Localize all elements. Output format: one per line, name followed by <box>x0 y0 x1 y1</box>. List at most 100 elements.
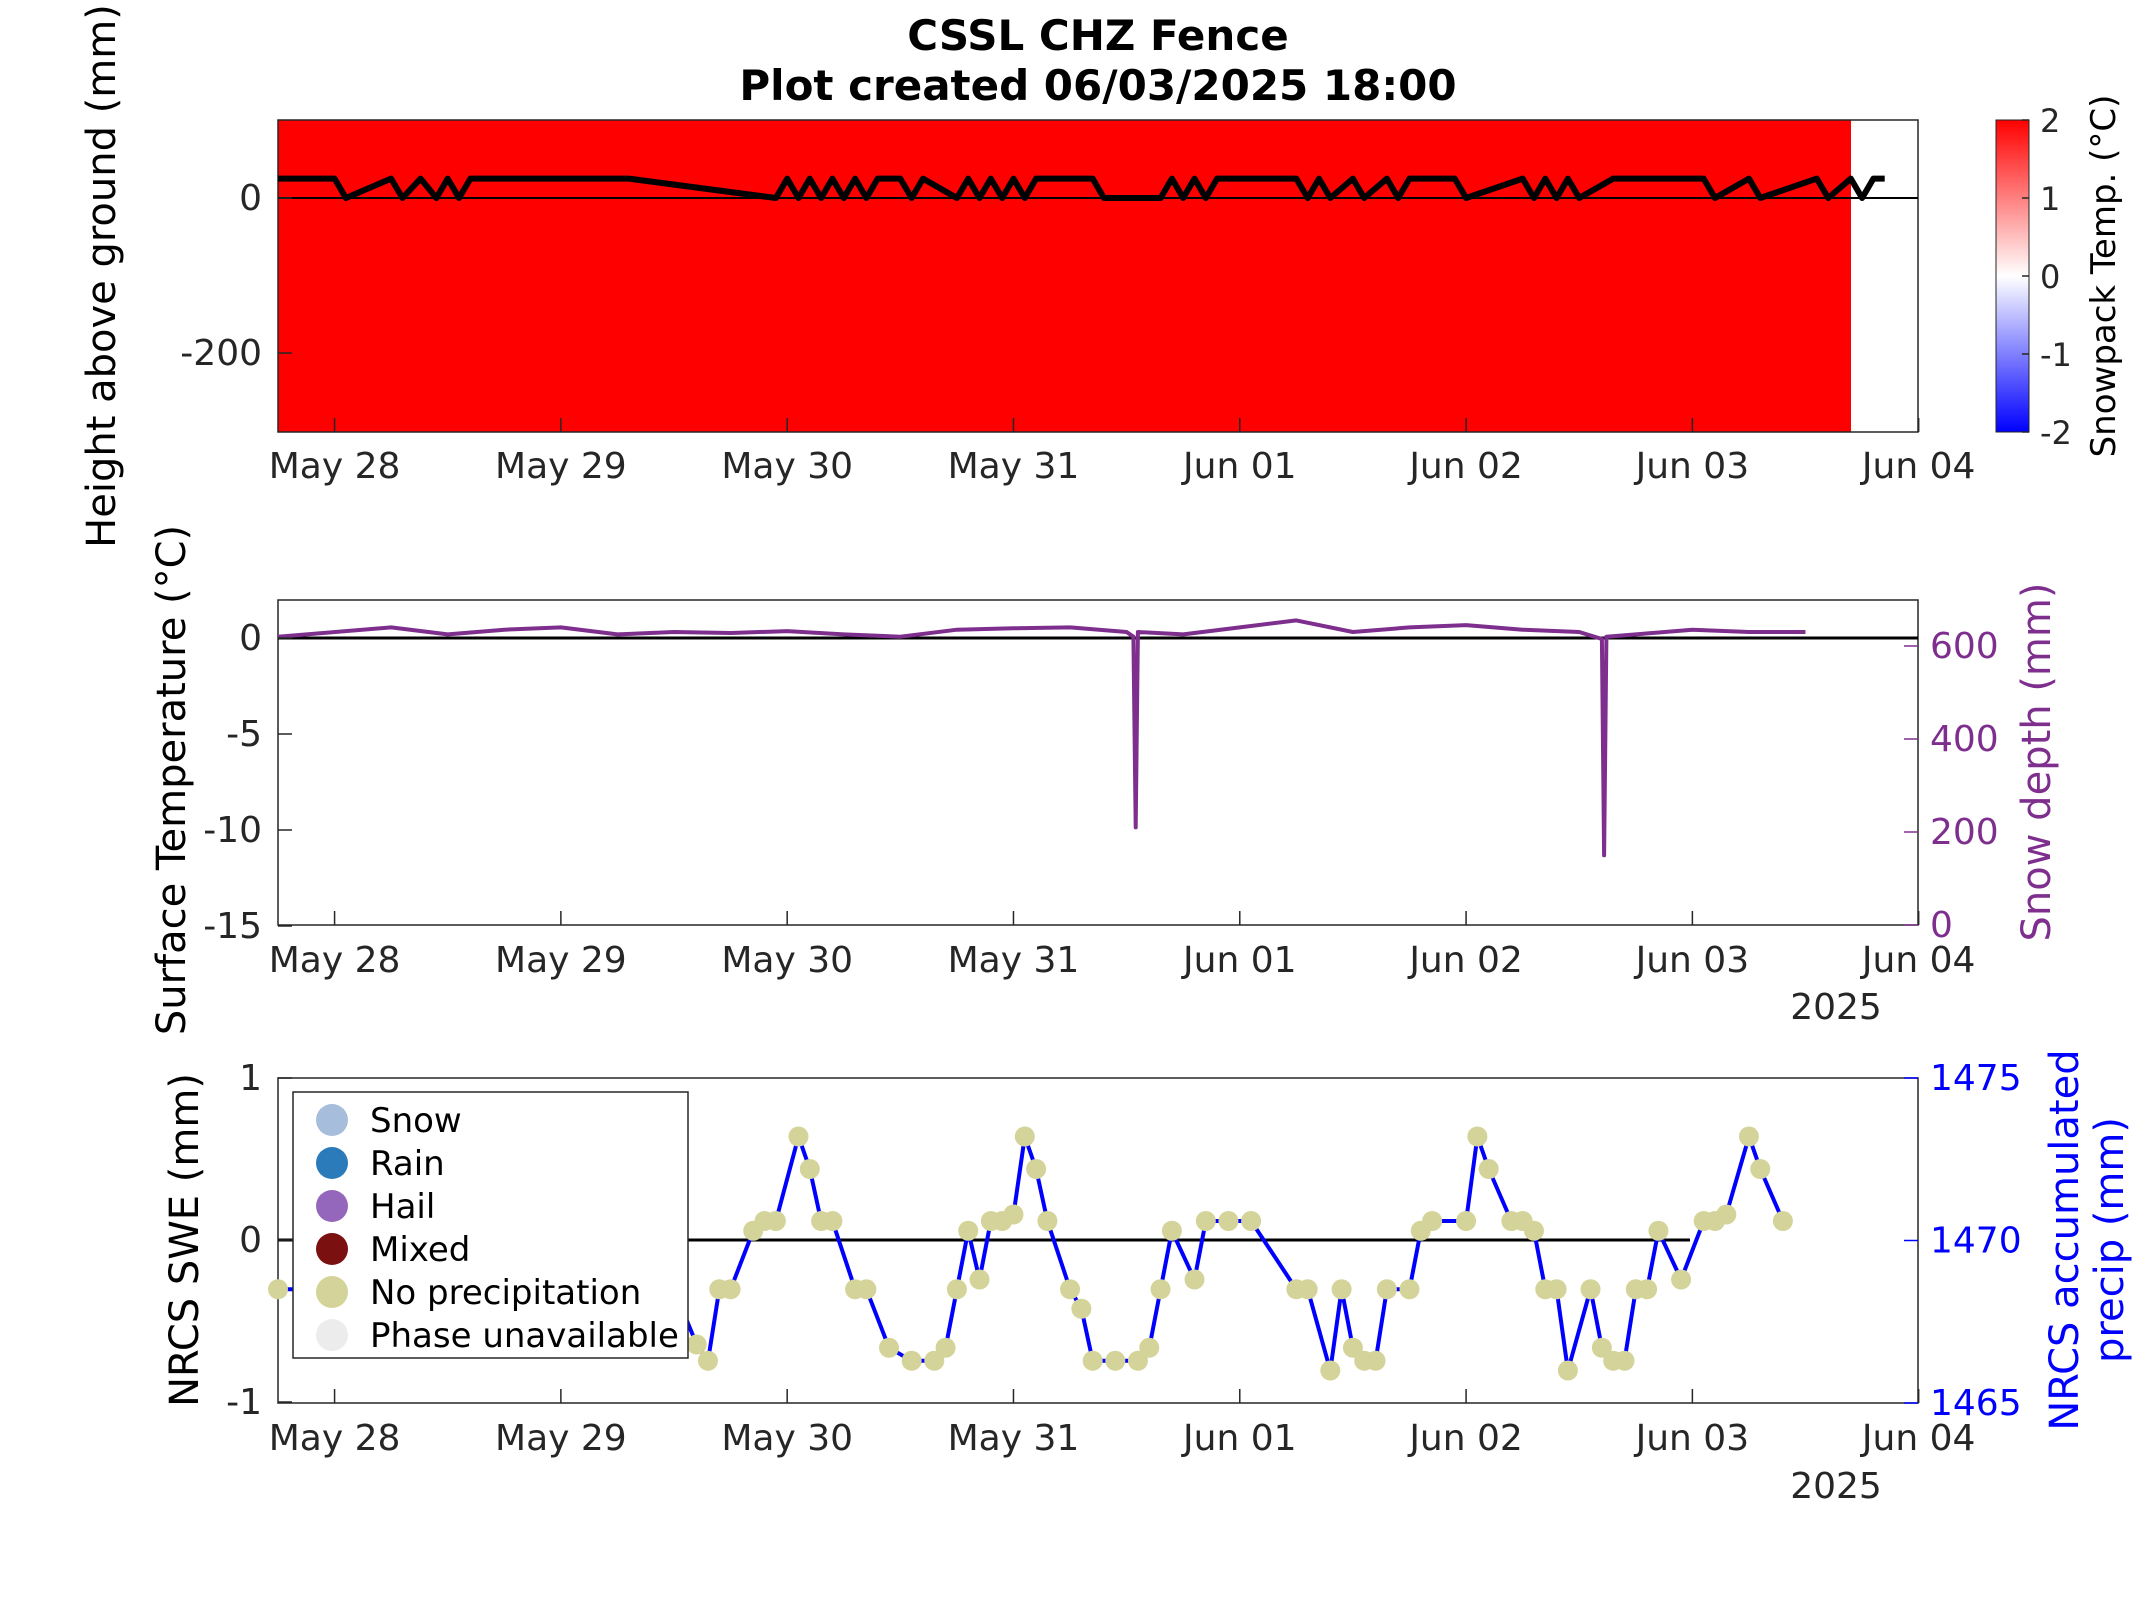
x-tick-label: Jun 02 <box>1407 940 1523 981</box>
no-precip-marker <box>1026 1159 1047 1179</box>
x-tick-label: May 31 <box>948 1418 1080 1459</box>
x-tick-label: May 28 <box>269 446 401 487</box>
legend-marker <box>316 1104 348 1136</box>
nrcs-panel: 1 0 -1 1475 1470 1465 May 28 May 29 May 30 May 31… <box>162 1049 2133 1507</box>
chart-title-line1: CSSL CHZ Fence <box>907 11 1288 60</box>
no-precip-marker <box>1591 1337 1612 1358</box>
no-precip-marker <box>1139 1337 1160 1358</box>
no-precip-marker <box>1127 1350 1148 1371</box>
no-precip-marker <box>1580 1279 1601 1300</box>
no-precip-marker <box>901 1350 922 1371</box>
colorbar-tick-label: 1 <box>2040 180 2060 218</box>
no-precip-marker <box>1060 1279 1081 1300</box>
no-precip-marker <box>1297 1279 1318 1300</box>
no-precip-marker <box>765 1211 786 1231</box>
snowpack-fill <box>278 120 1851 432</box>
surface-year-label: 2025 <box>1790 987 1882 1028</box>
y2-tick-label: 1465 <box>1930 1383 2022 1424</box>
no-precip-marker <box>1422 1211 1443 1231</box>
y-tick-label: -200 <box>180 333 262 374</box>
y-tick-label: 0 <box>239 178 262 219</box>
y-tick-label: -5 <box>226 714 262 755</box>
no-precip-marker <box>788 1126 809 1147</box>
surface-ylabel: Surface Temperature (°C) <box>149 525 195 1035</box>
x-tick-label: Jun 04 <box>1860 1418 1976 1459</box>
no-precip-marker <box>856 1279 877 1300</box>
x-tick-label: Jun 04 <box>1860 940 1976 981</box>
x-tick-label: May 29 <box>495 940 627 981</box>
no-precip-marker <box>1637 1279 1658 1300</box>
y2-tick-label: 200 <box>1930 812 1999 853</box>
legend-marker <box>316 1190 348 1222</box>
colorbar-label: Snowpack Temp. (°C) <box>2084 95 2124 458</box>
no-precip-marker <box>924 1350 945 1371</box>
x-tick-label: May 31 <box>948 940 1080 981</box>
no-precip-marker <box>1218 1211 1239 1231</box>
no-precip-marker <box>1331 1279 1352 1300</box>
x-tick-label: May 30 <box>721 446 853 487</box>
no-precip-marker <box>268 1279 288 1300</box>
no-precip-marker <box>1523 1220 1544 1241</box>
legend-marker <box>316 1319 348 1351</box>
surface-panel: 0 -5 -10 -15 600 400 200 0 May 28 May 29 May 30 May… <box>149 525 2060 1035</box>
no-precip-marker <box>879 1337 900 1358</box>
y2-tick-label: 400 <box>1930 719 1999 760</box>
no-precip-marker <box>1150 1279 1171 1300</box>
snowpack-panel: 0 -200 May 28 May 29 May 30 May 31 Jun 01 Jun 0… <box>79 4 2124 548</box>
no-precip-marker <box>1467 1126 1488 1147</box>
colorbar-tick-label: -2 <box>2040 414 2072 452</box>
no-precip-marker <box>1195 1211 1216 1231</box>
no-precip-marker <box>686 1334 707 1355</box>
colorbar-tick-label: 2 <box>2040 102 2060 140</box>
x-tick-label: Jun 02 <box>1407 1418 1523 1459</box>
y-tick-label: -15 <box>203 906 262 947</box>
legend-label: Rain <box>370 1144 445 1184</box>
x-tick-label: Jun 01 <box>1181 446 1297 487</box>
x-tick-label: Jun 03 <box>1634 446 1750 487</box>
x-tick-label: May 29 <box>495 446 627 487</box>
y-tick-label: 1 <box>239 1058 262 1099</box>
no-precip-marker <box>1184 1269 1205 1290</box>
no-precip-marker <box>1014 1126 1035 1147</box>
legend-label: Mixed <box>370 1230 470 1270</box>
no-precip-marker <box>720 1279 741 1300</box>
legend-marker <box>316 1233 348 1265</box>
legend-marker <box>316 1147 348 1179</box>
nrcs-year-label: 2025 <box>1790 1466 1882 1507</box>
snow-depth-ylabel: Snow depth (mm) <box>2014 583 2060 942</box>
colorbar-tick-label: 0 <box>2040 258 2060 296</box>
nrcs-y2label-line1: NRCS accumulated <box>2042 1049 2088 1430</box>
no-precip-marker <box>1037 1211 1058 1231</box>
y2-tick-label: 1475 <box>1930 1058 2022 1099</box>
nrcs-ylabel: NRCS SWE (mm) <box>162 1073 208 1407</box>
no-precip-marker <box>1716 1204 1737 1225</box>
x-tick-label: May 28 <box>269 940 401 981</box>
no-precip-marker <box>935 1337 956 1358</box>
no-precip-marker <box>1738 1126 1759 1147</box>
legend-label: Phase unavailable <box>370 1316 679 1356</box>
colorbar-tick-label: -1 <box>2040 336 2072 374</box>
x-tick-label: May 28 <box>269 1418 401 1459</box>
no-precip-marker <box>822 1211 843 1231</box>
no-precip-marker <box>1376 1279 1397 1300</box>
y2-tick-label: 0 <box>1930 905 1953 946</box>
no-precip-marker <box>1071 1298 1092 1319</box>
no-precip-marker <box>697 1350 718 1371</box>
no-precip-marker <box>1320 1360 1341 1381</box>
no-precip-marker <box>969 1269 990 1290</box>
no-precip-marker <box>1614 1350 1635 1371</box>
no-precip-marker <box>1082 1350 1103 1371</box>
no-precip-marker <box>1546 1279 1567 1300</box>
no-precip-marker <box>799 1159 820 1179</box>
nrcs-y2label-line2: precip (mm) <box>2087 1117 2133 1363</box>
legend-label: Hail <box>370 1187 435 1227</box>
no-precip-marker <box>1399 1279 1420 1300</box>
x-tick-label: Jun 01 <box>1181 1418 1297 1459</box>
snowpack-ylabel: Height above ground (mm) <box>79 4 125 548</box>
no-precip-marker <box>1671 1269 1692 1290</box>
no-precip-marker <box>1161 1220 1182 1241</box>
y-tick-label: 0 <box>239 618 262 659</box>
x-tick-label: May 30 <box>721 940 853 981</box>
